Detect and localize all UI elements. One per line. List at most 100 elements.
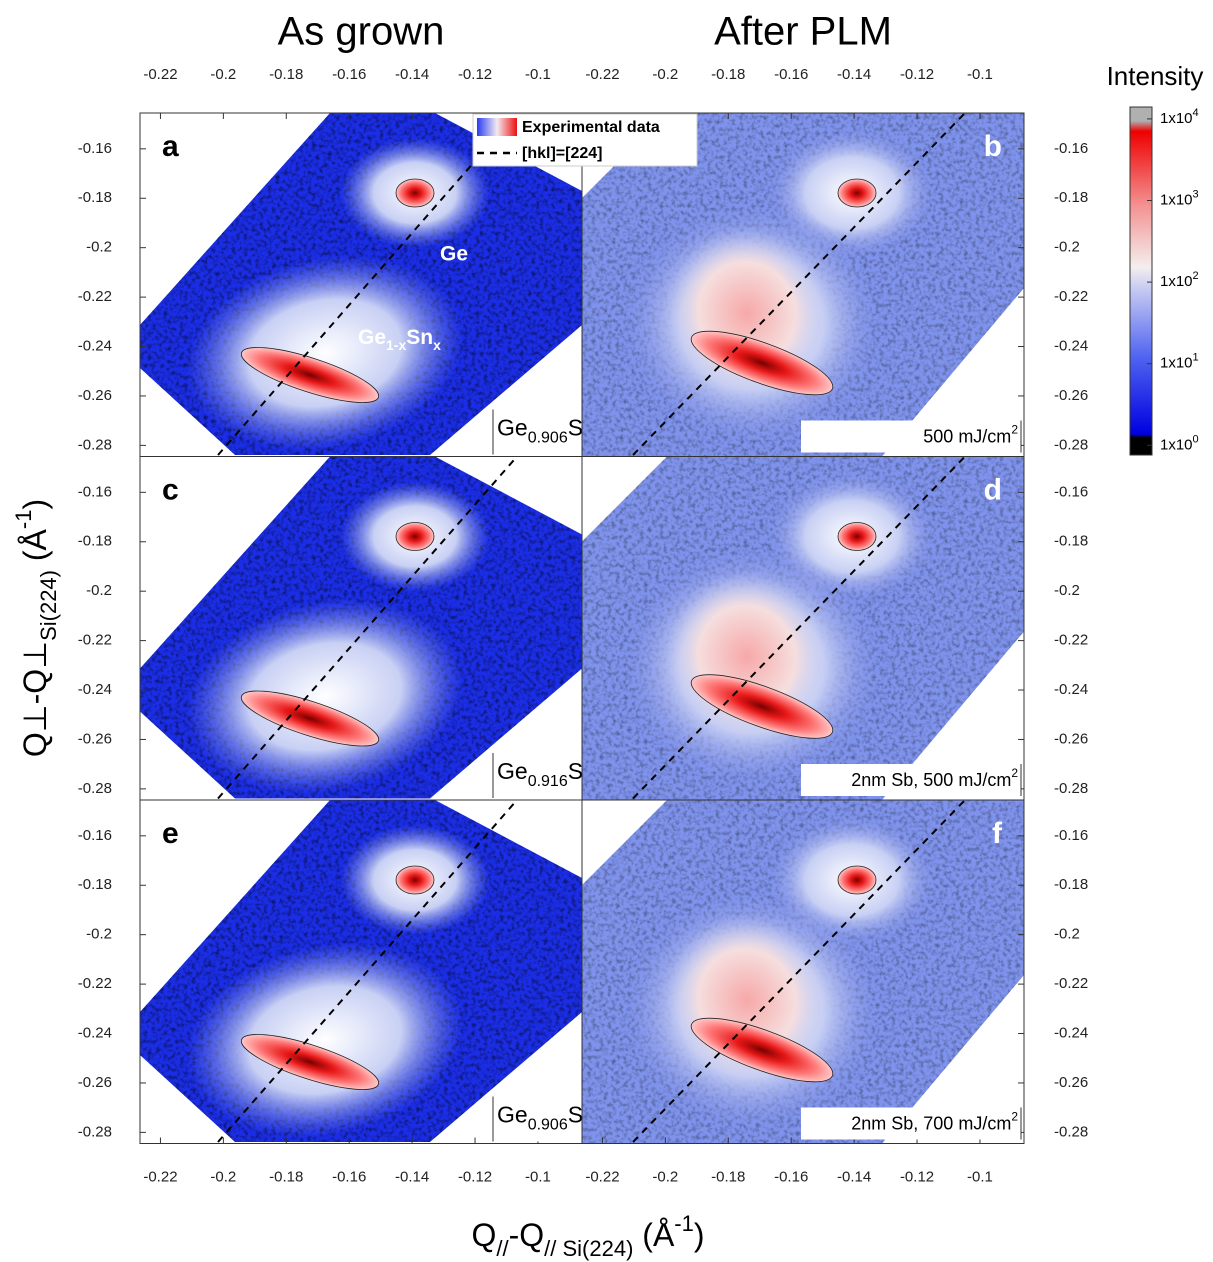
y-tick-label: -0.24: [78, 337, 112, 354]
condition-box: [801, 420, 1021, 453]
text-part: (Å: [633, 1217, 675, 1253]
y-axis-label: Q⊥-Q⊥Si(224) (Å-1): [11, 499, 61, 757]
y-tick-label: -0.28: [78, 780, 112, 797]
text-part: -1: [11, 510, 36, 530]
x-tick-label: -0.22: [143, 1168, 177, 1185]
gesn-core: [240, 690, 380, 747]
hkl-line: [217, 456, 518, 800]
y-tick-label: -0.26: [1054, 730, 1088, 747]
x-tick-label: -0.18: [269, 66, 303, 83]
x-tick-label: -0.2: [210, 1168, 236, 1185]
y-tick-label: -0.18: [78, 876, 112, 893]
colorbar: [1129, 106, 1153, 456]
text-part: 2: [1011, 423, 1018, 437]
panel-label: e: [162, 817, 179, 850]
y-tick-label: -0.22: [1054, 632, 1088, 649]
x-tick-label: -0.16: [774, 66, 808, 83]
y-tick-label: -0.24: [1054, 1024, 1088, 1041]
text-part: 2: [1193, 270, 1199, 282]
hkl-line: [632, 456, 966, 800]
gesn-core: [690, 674, 834, 739]
panel-label: a: [162, 130, 179, 163]
peak-label: Ge1-xSnx: [358, 326, 441, 353]
map: [582, 800, 1024, 1144]
text-part: 2: [1011, 766, 1018, 780]
y-tick-label: -0.18: [1054, 189, 1088, 206]
text-part: 1x10: [1160, 436, 1193, 453]
y-tick-label: -0.22: [78, 975, 112, 992]
y-tick-label: -0.16: [78, 827, 112, 844]
y-tick-label: -0.24: [78, 681, 112, 698]
text-part: Q⊥-Q⊥: [17, 641, 53, 757]
text-part: 1: [1193, 352, 1199, 364]
y-tick-label: -0.26: [1054, 387, 1088, 404]
text-part: 2nm Sb, 700 mJ/cm: [851, 1113, 1011, 1133]
text-part: 0: [1193, 433, 1199, 445]
x-tick-label: -0.16: [774, 1168, 808, 1185]
text-part: 4: [1193, 107, 1199, 119]
ge-core: [395, 178, 435, 208]
text-part: x: [433, 337, 441, 353]
text-part: (Å: [17, 528, 53, 570]
x-tick-label: -0.1: [525, 1168, 551, 1185]
y-tick-label: -0.28: [1054, 1123, 1088, 1140]
y-tick-label: -0.16: [78, 483, 112, 500]
hkl-line: [217, 800, 518, 1143]
x-tick-label: -0.12: [458, 66, 492, 83]
map: [140, 113, 582, 456]
x-tick-label: -0.14: [395, 1168, 429, 1185]
map: [582, 456, 1024, 800]
text-part: ): [17, 499, 53, 510]
x-tick-label: -0.18: [711, 66, 745, 83]
text-part: 2: [1011, 1110, 1018, 1124]
peak-label: Ge: [440, 243, 468, 266]
y-tick-label: -0.22: [78, 632, 112, 649]
text-part: Ge: [497, 415, 528, 441]
y-tick-label: -0.2: [1054, 926, 1080, 943]
panel-label: c: [162, 473, 179, 506]
text-part: Ge: [358, 326, 386, 349]
hkl-line: [632, 113, 966, 456]
text-part: -1: [674, 1211, 694, 1236]
x-tick-label: -0.14: [837, 66, 871, 83]
condition: 2nm Sb, 500 mJ/cm2: [851, 766, 1018, 790]
gesn-halo: [186, 599, 464, 794]
text-part: Si(224): [36, 570, 61, 641]
x-tick-label: -0.14: [837, 1168, 871, 1185]
y-tick-label: -0.24: [78, 1024, 112, 1041]
text-part: 500 mJ/cm: [923, 426, 1011, 446]
gesn-core: [240, 1034, 380, 1090]
ge-core: [395, 522, 435, 551]
y-tick-label: -0.16: [78, 140, 112, 157]
y-tick-label: -0.2: [1054, 582, 1080, 599]
y-tick-label: -0.26: [78, 387, 112, 404]
colorbar-tick-label: 1x103: [1160, 188, 1199, 208]
y-tick-label: -0.22: [78, 288, 112, 305]
legend-swatch: [477, 118, 517, 136]
x-tick-label: -0.12: [458, 1168, 492, 1185]
text-part: Ge: [497, 758, 528, 784]
x-tick-label: -0.12: [900, 66, 934, 83]
condition: 2nm Sb, 700 mJ/cm2: [851, 1110, 1018, 1134]
y-tick-label: -0.2: [86, 582, 112, 599]
x-tick-label: -0.22: [585, 1168, 619, 1185]
ge-core: [837, 178, 877, 208]
y-tick-label: -0.22: [1054, 288, 1088, 305]
y-tick-label: -0.24: [1054, 337, 1088, 354]
map: [140, 800, 582, 1143]
y-tick-label: -0.2: [86, 239, 112, 256]
gesn-core: [690, 1017, 834, 1083]
gesn-core: [690, 330, 834, 396]
x-tick-label: -0.22: [143, 66, 177, 83]
text-part: Ge: [497, 1102, 528, 1128]
y-tick-label: -0.24: [1054, 681, 1088, 698]
x-tick-label: -0.18: [711, 1168, 745, 1185]
y-tick-label: -0.2: [86, 926, 112, 943]
text-part: 0.916: [528, 773, 568, 790]
x-tick-label: -0.2: [210, 66, 236, 83]
legend-label: [hkl]=[224]: [522, 145, 602, 162]
colorbar-tick-label: 1x101: [1160, 352, 1199, 372]
colorbar-tick-label: 1x104: [1160, 107, 1199, 127]
y-tick-label: -0.28: [78, 436, 112, 453]
